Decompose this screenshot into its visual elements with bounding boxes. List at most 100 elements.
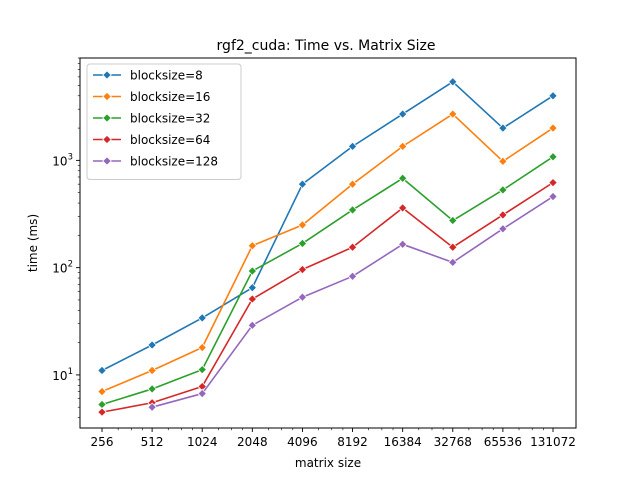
data-point bbox=[448, 215, 458, 226]
legend-entry: blocksize=128 bbox=[93, 155, 218, 169]
series-blocksize=32 bbox=[97, 152, 558, 410]
series-layer bbox=[97, 77, 558, 417]
x-axis-label: matrix size bbox=[295, 456, 361, 470]
data-point bbox=[347, 271, 358, 282]
y-tick-exponent: 1 bbox=[68, 367, 73, 377]
data-point bbox=[347, 205, 358, 215]
data-point bbox=[448, 257, 458, 268]
data-point bbox=[147, 402, 157, 412]
data-point bbox=[397, 173, 408, 184]
data-point bbox=[548, 123, 558, 133]
series-line bbox=[101, 113, 554, 393]
data-point bbox=[498, 210, 508, 220]
data-point bbox=[347, 179, 358, 189]
data-point bbox=[247, 266, 258, 276]
y-tick-exponent: 2 bbox=[68, 260, 73, 270]
x-axis: 256 512 1024 2048 4096 8192 16384 32768 65536 131… bbox=[91, 428, 576, 449]
data-point bbox=[297, 238, 308, 249]
plot-frame bbox=[79, 57, 577, 429]
data-point bbox=[247, 320, 258, 331]
x-tick-label: 8192 bbox=[337, 435, 368, 449]
data-point bbox=[548, 152, 558, 162]
series-line bbox=[151, 195, 554, 408]
series-line bbox=[101, 156, 554, 406]
x-tick-label: 131072 bbox=[530, 435, 576, 449]
y-tick-base: 10 bbox=[52, 262, 67, 276]
data-point bbox=[147, 340, 157, 350]
legend-entry: blocksize=64 bbox=[93, 133, 210, 147]
y-tick-label: 102 bbox=[52, 260, 73, 276]
data-point bbox=[97, 365, 107, 376]
y-tick-base: 10 bbox=[52, 154, 67, 168]
x-tick-label: 512 bbox=[141, 435, 164, 449]
data-point bbox=[448, 109, 458, 119]
data-point bbox=[297, 220, 308, 230]
legend-marker bbox=[102, 113, 112, 123]
x-tick-label: 32768 bbox=[434, 435, 472, 449]
legend-entry: blocksize=8 bbox=[93, 69, 203, 83]
data-point bbox=[397, 239, 408, 250]
series-blocksize=128 bbox=[147, 191, 558, 412]
data-point bbox=[498, 123, 508, 133]
data-point bbox=[498, 185, 508, 195]
data-point bbox=[397, 109, 408, 119]
series-blocksize=16 bbox=[97, 109, 558, 397]
x-tick-label: 2048 bbox=[237, 435, 268, 449]
y-tick-label: 101 bbox=[52, 367, 73, 383]
data-point bbox=[147, 384, 157, 394]
data-point bbox=[247, 282, 258, 293]
legend-marker bbox=[102, 91, 112, 102]
legend-marker bbox=[102, 134, 112, 145]
data-point bbox=[448, 77, 458, 87]
data-point bbox=[197, 313, 207, 323]
data-point bbox=[297, 264, 308, 275]
data-point bbox=[347, 242, 358, 252]
y-tick-base: 10 bbox=[52, 369, 67, 383]
legend: blocksize=8 blocksize=16 blocksize=32 block… bbox=[86, 63, 242, 180]
legend-label: blocksize=16 bbox=[130, 90, 210, 104]
x-tick-label: 1024 bbox=[187, 435, 218, 449]
data-point bbox=[498, 224, 508, 234]
legend-label: blocksize=128 bbox=[130, 155, 218, 169]
y-tick-label: 103 bbox=[52, 152, 73, 168]
data-point bbox=[197, 388, 207, 399]
chart-title: rgf2_cuda: Time vs. Matrix Size bbox=[217, 38, 436, 54]
data-point bbox=[247, 294, 258, 304]
data-point bbox=[397, 141, 408, 152]
y-axis-label: time (ms) bbox=[26, 214, 40, 272]
series-line bbox=[101, 181, 554, 413]
data-point bbox=[247, 240, 258, 251]
x-tick-label: 4096 bbox=[287, 435, 318, 449]
legend-entry: blocksize=16 bbox=[93, 90, 210, 104]
x-tick-label: 65536 bbox=[484, 435, 522, 449]
x-tick-label: 256 bbox=[91, 435, 114, 449]
data-point bbox=[147, 365, 157, 376]
data-point bbox=[548, 177, 558, 188]
legend-entry: blocksize=32 bbox=[93, 112, 210, 126]
data-point bbox=[347, 141, 358, 152]
legend-label: blocksize=64 bbox=[130, 133, 210, 147]
x-tick-label: 16384 bbox=[384, 435, 422, 449]
data-point bbox=[297, 179, 308, 189]
data-point bbox=[448, 242, 458, 252]
data-point bbox=[397, 203, 408, 213]
series-line bbox=[101, 80, 554, 372]
data-point bbox=[297, 292, 308, 302]
series-blocksize=64 bbox=[97, 177, 558, 417]
y-tick-exponent: 3 bbox=[68, 152, 73, 162]
data-point bbox=[498, 156, 508, 167]
data-point bbox=[97, 386, 107, 397]
data-point bbox=[197, 364, 207, 375]
data-point bbox=[548, 91, 558, 101]
legend-marker bbox=[102, 156, 112, 166]
data-point bbox=[548, 191, 558, 202]
legend-marker bbox=[102, 70, 112, 80]
legend-label: blocksize=8 bbox=[130, 69, 203, 83]
legend-label: blocksize=32 bbox=[130, 112, 210, 126]
plot-area bbox=[97, 77, 558, 417]
legend-box bbox=[86, 63, 242, 180]
series-blocksize=8 bbox=[97, 77, 558, 376]
